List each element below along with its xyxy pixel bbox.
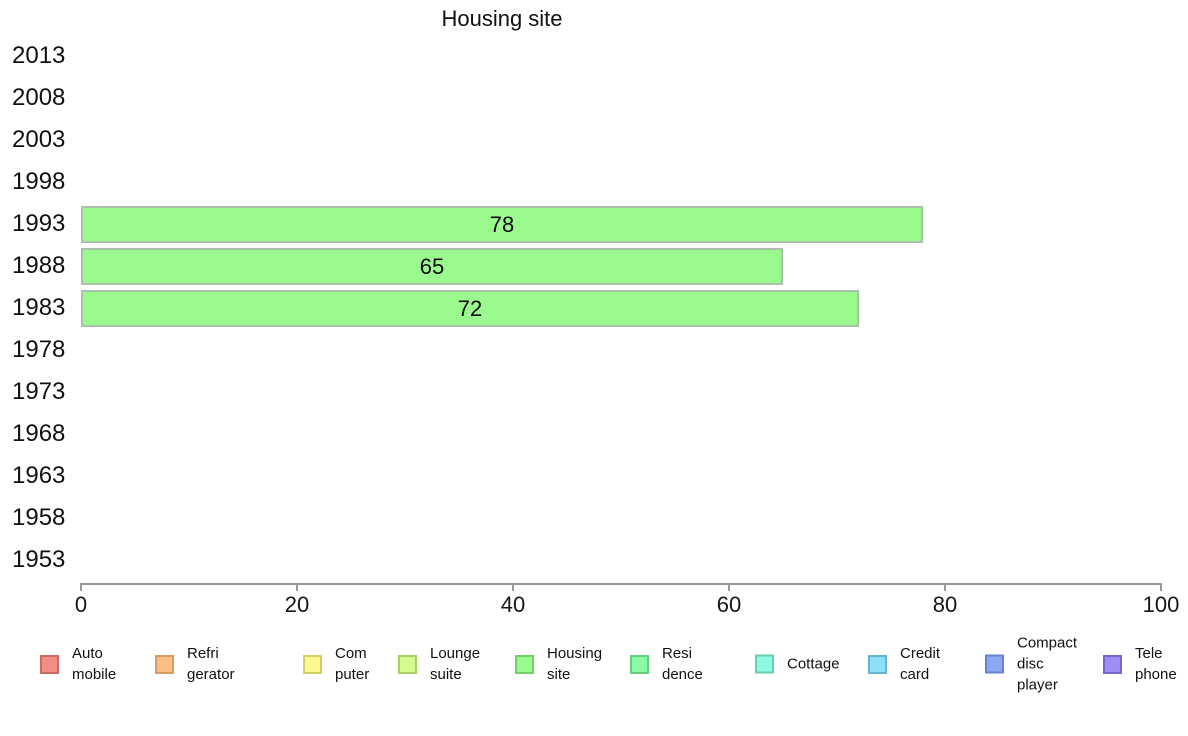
y-axis-label: 1983	[12, 294, 66, 321]
y-axis-label: 2013	[12, 42, 66, 69]
chart-title: Housing site	[441, 6, 563, 31]
legend-label: Tele phone	[1135, 645, 1177, 683]
legend-item-compact-disc-player[interactable]: Compact disc player	[985, 633, 1077, 696]
bar-1983: 72	[81, 290, 859, 327]
legend-swatch-cottage	[755, 654, 774, 674]
x-axis-tick-label: 40	[500, 592, 526, 617]
legend-swatch-refrigerator	[155, 654, 174, 674]
y-axis-label: 2003	[12, 126, 66, 153]
legend-item-credit-card[interactable]: Credit card	[868, 643, 940, 685]
x-axis-tick-label: 80	[932, 592, 958, 617]
x-axis-tick	[296, 585, 298, 591]
x-axis-tick	[1160, 585, 1162, 591]
x-axis-tick-label: 60	[716, 592, 742, 617]
legend-item-lounge-suite[interactable]: Lounge suite	[398, 643, 480, 685]
legend-swatch-automobile	[40, 654, 59, 674]
legend-swatch-credit-card	[868, 654, 887, 674]
x-axis-tick-label: 100	[1142, 592, 1180, 617]
legend-item-telephone[interactable]: Tele phone	[1103, 643, 1177, 685]
legend-swatch-compact-disc-player	[985, 654, 1004, 674]
legend-label: Refri gerator	[187, 645, 235, 683]
legend-label: Auto mobile	[72, 645, 117, 683]
bar-value-label: 72	[457, 295, 483, 321]
y-axis-label: 1963	[12, 462, 66, 489]
legend-swatch-computer	[303, 654, 322, 674]
legend-label: Com puter	[335, 645, 370, 683]
bar-value-label: 65	[419, 253, 445, 279]
y-axis-label: 1988	[12, 252, 66, 279]
y-axis-label: 2008	[12, 84, 66, 111]
x-axis-tick	[944, 585, 946, 591]
x-axis-tick-label: 0	[74, 592, 88, 617]
legend-label: Lounge suite	[430, 645, 481, 683]
legend-label: Cottage	[787, 655, 840, 673]
legend-label: Resi dence	[662, 645, 703, 683]
x-axis-tick-label: 20	[284, 592, 310, 617]
legend-swatch-housing-site	[515, 654, 534, 674]
y-axis-label: 1968	[12, 420, 66, 447]
x-axis-tick	[512, 585, 514, 591]
x-axis-tick	[80, 585, 82, 591]
bar-1988: 65	[81, 248, 783, 285]
legend-label: Housing site	[547, 645, 603, 683]
y-axis-label: 1998	[12, 168, 66, 195]
legend-swatch-residence	[630, 654, 649, 674]
legend-item-computer[interactable]: Com puter	[303, 643, 369, 685]
y-axis-label: 1958	[12, 504, 66, 531]
y-axis-label: 1978	[12, 336, 66, 363]
legend-item-refrigerator[interactable]: Refri gerator	[155, 643, 235, 685]
legend-label: Compact disc player	[1017, 634, 1078, 694]
x-axis-tick	[728, 585, 730, 591]
legend-item-housing-site[interactable]: Housing site	[515, 643, 602, 685]
legend-swatch-lounge-suite	[398, 654, 417, 674]
y-axis-label: 1953	[12, 546, 66, 573]
x-axis-line	[80, 583, 1162, 585]
y-axis-label: 1993	[12, 210, 66, 237]
legend-item-cottage[interactable]: Cottage	[755, 654, 840, 675]
bar-1993: 78	[81, 206, 923, 243]
legend-item-residence[interactable]: Resi dence	[630, 643, 703, 685]
legend-item-automobile[interactable]: Auto mobile	[40, 643, 116, 685]
y-axis-label: 1973	[12, 378, 66, 405]
bar-value-label: 78	[489, 211, 515, 237]
legend-swatch-telephone	[1103, 654, 1122, 674]
legend-label: Credit card	[900, 645, 941, 683]
